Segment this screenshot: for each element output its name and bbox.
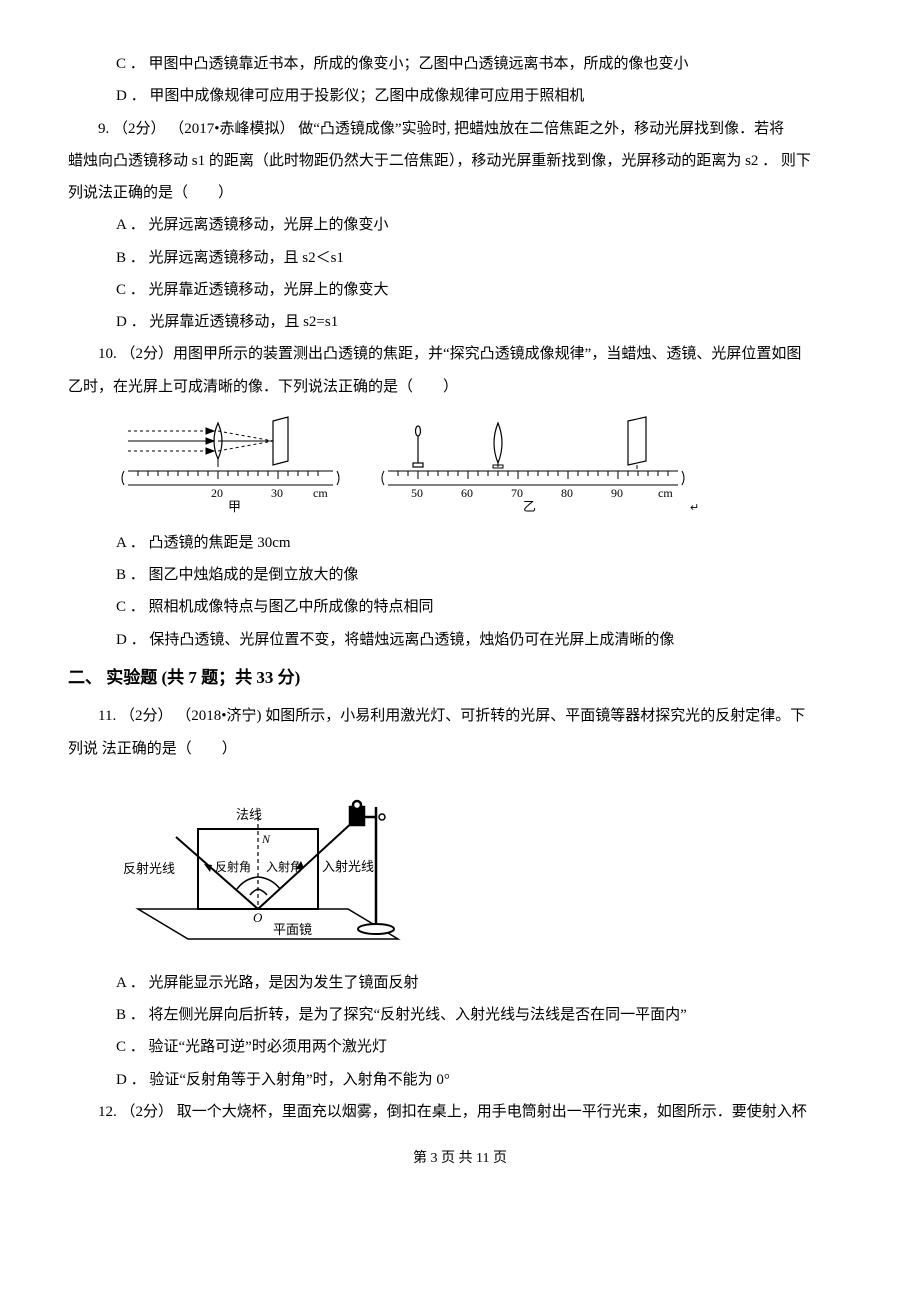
q10-diagram: 20 30 cm 甲 — [118, 415, 852, 515]
q11-option-d: D ． 验证“反射角等于入射角”时，入射角不能为 0° — [68, 1064, 852, 1096]
q8-option-c: C ． 甲图中凸透镜靠近书本，所成的像变小；乙图中凸透镜远离书本，所成的像也变小 — [68, 48, 852, 80]
q9-option-a: A ． 光屏远离透镜移动，光屏上的像变小 — [68, 209, 852, 241]
q10-stem-line2: 乙时，在光屏上可成清晰的像．下列说法正确的是（ ） — [68, 371, 852, 403]
q9-option-c: C ． 光屏靠近透镜移动，光屏上的像变大 — [68, 274, 852, 306]
q9-stem-line1: 9. （2分） （2017•赤峰模拟） 做“凸透镜成像”实验时, 把蜡烛放在二倍… — [68, 113, 852, 145]
q8-option-d: D ． 甲图中成像规律可应用于投影仪；乙图中成像规律可应用于照相机 — [68, 80, 852, 112]
q12-stem-line1: 12. （2分） 取一个大烧杯，里面充以烟雾，倒扣在桌上，用手电筒射出一平行光束… — [68, 1096, 852, 1128]
q9-stem-line2: 蜡烛向凸透镜移动 s1 的距离（此时物距仍然大于二倍焦距），移动光屏重新找到像，… — [68, 145, 852, 177]
svg-text:入射角: 入射角 — [266, 859, 302, 874]
q11-option-b: B ． 将左侧光屏向后折转，是为了探究“反射光线、入射光线与法线是否在同一平面内… — [68, 999, 852, 1031]
svg-text:甲: 甲 — [228, 499, 241, 514]
svg-text:60: 60 — [461, 486, 473, 500]
q10-option-b: B ． 图乙中烛焰成的是倒立放大的像 — [68, 559, 852, 591]
q9-stem-line3: 列说法正确的是（ ） — [68, 177, 852, 209]
q10-stem-line1: 10. （2分）用图甲所示的装置测出凸透镜的焦距，并“探究凸透镜成像规律”，当蜡… — [68, 338, 852, 370]
svg-text:平面镜: 平面镜 — [273, 922, 312, 937]
q10-option-d: D ． 保持凸透镜、光屏位置不变，将蜡烛远离凸透镜，烛焰仍可在光屏上成清晰的像 — [68, 624, 852, 656]
q10-option-a: A ． 凸透镜的焦距是 30cm — [68, 527, 852, 559]
svg-text:90: 90 — [611, 486, 623, 500]
svg-text:O: O — [253, 910, 263, 925]
svg-text:50: 50 — [411, 486, 423, 500]
svg-text:↵: ↵ — [690, 502, 698, 514]
q10-option-c: C ． 照相机成像特点与图乙中所成像的特点相同 — [68, 591, 852, 623]
q11-option-a: A ． 光屏能显示光路，是因为发生了镜面反射 — [68, 967, 852, 999]
svg-text:70: 70 — [511, 486, 523, 500]
svg-text:cm: cm — [658, 486, 673, 500]
page-footer: 第 3 页 共 11 页 — [68, 1144, 852, 1174]
section-2-header: 二、 实验题 (共 7 题；共 33 分) — [68, 660, 852, 697]
svg-text:入射光线: 入射光线 — [322, 859, 374, 874]
svg-text:反射光线: 反射光线 — [123, 861, 175, 876]
svg-text:30: 30 — [271, 486, 283, 500]
q11-option-c: C ． 验证“光路可逆”时必须用两个激光灯 — [68, 1031, 852, 1063]
svg-text:80: 80 — [561, 486, 573, 500]
q9-option-b: B ． 光屏远离透镜移动，且 s2＜s1 — [68, 242, 852, 274]
svg-text:反射角: 反射角 — [215, 859, 251, 874]
svg-text:cm: cm — [313, 486, 328, 500]
q11-stem-line1: 11. （2分） （2018•济宁) 如图所示，小易利用激光灯、可折转的光屏、平… — [68, 700, 852, 732]
q9-option-d: D ． 光屏靠近透镜移动，且 s2=s1 — [68, 306, 852, 338]
svg-text:20: 20 — [211, 486, 223, 500]
svg-text:法线: 法线 — [236, 807, 262, 822]
q11-diagram: 平面镜 法线 N 反射角 入射角 O 反射光线 入射光线 — [118, 789, 852, 949]
q11-stem-line2: 列说 法正确的是（ ） — [68, 733, 852, 765]
svg-text:N: N — [261, 832, 271, 846]
svg-text:乙: 乙 — [523, 499, 536, 514]
